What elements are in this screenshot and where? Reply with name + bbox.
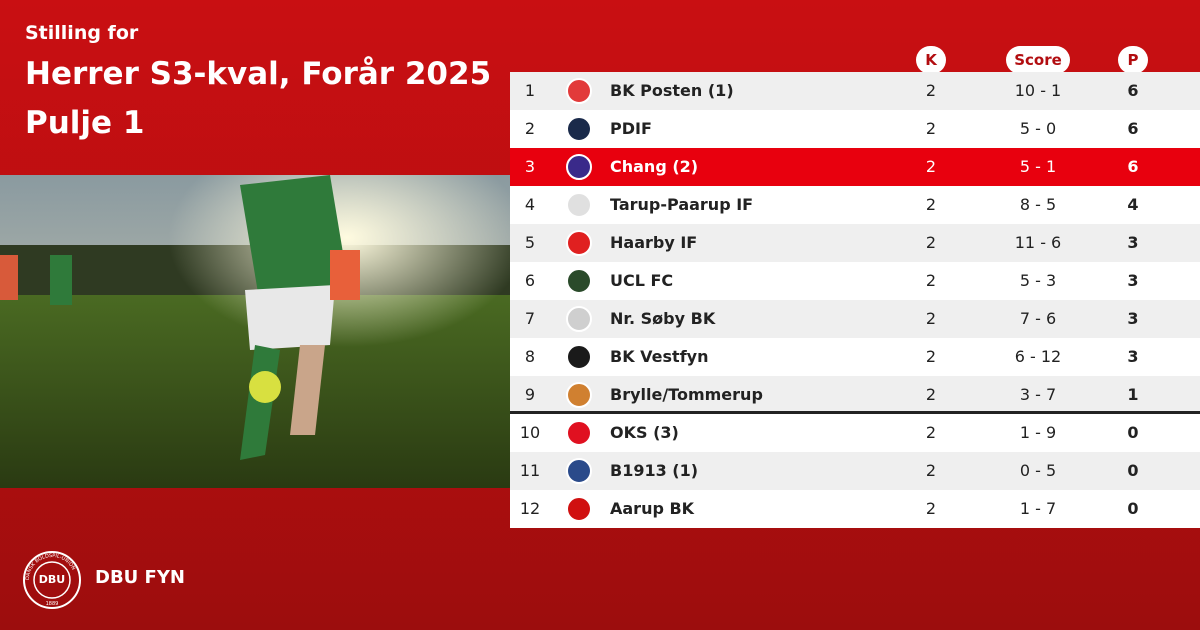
matches: 2 bbox=[925, 423, 937, 442]
table-row: 12 Aarup BK 2 1 - 7 0 bbox=[510, 490, 1200, 528]
rank: 11 bbox=[519, 461, 541, 480]
rank: 9 bbox=[524, 385, 536, 404]
score: 1 - 9 bbox=[1019, 423, 1057, 442]
team-logo bbox=[566, 268, 592, 294]
team-name: BK Posten (1) bbox=[610, 81, 734, 100]
photo bbox=[0, 175, 510, 488]
score: 8 - 5 bbox=[1019, 195, 1057, 214]
team-logo bbox=[566, 78, 592, 104]
matches: 2 bbox=[925, 157, 937, 176]
table-row: 11 B1913 (1) 2 0 - 5 0 bbox=[510, 452, 1200, 490]
matches: 2 bbox=[925, 81, 937, 100]
team-name: Tarup-Paarup IF bbox=[610, 195, 754, 214]
team-name: PDIF bbox=[610, 119, 652, 138]
matches: 2 bbox=[925, 347, 937, 366]
team-name: B1913 (1) bbox=[610, 461, 699, 480]
team-logo bbox=[566, 192, 592, 218]
score: 3 - 7 bbox=[1019, 385, 1057, 404]
team-logo bbox=[566, 420, 592, 446]
team-name: Haarby IF bbox=[610, 233, 698, 252]
team-logo bbox=[566, 344, 592, 370]
table-row: 10 OKS (3) 2 1 - 9 0 bbox=[510, 414, 1200, 452]
rank: 3 bbox=[524, 157, 536, 176]
matches: 2 bbox=[925, 195, 937, 214]
team-logo bbox=[566, 382, 592, 408]
logo-text: DBU bbox=[39, 573, 65, 586]
team-name: Chang (2) bbox=[610, 157, 699, 176]
team-logo bbox=[566, 496, 592, 522]
rank: 2 bbox=[524, 119, 536, 138]
team-logo bbox=[566, 154, 592, 180]
team-logo bbox=[566, 306, 592, 332]
table-row: 2 PDIF 2 5 - 0 6 bbox=[510, 110, 1200, 148]
score: 7 - 6 bbox=[1019, 309, 1057, 328]
table-row: 9 Brylle/Tommerup 2 3 - 7 1 bbox=[510, 376, 1200, 414]
points: 1 bbox=[1127, 385, 1139, 404]
matches: 2 bbox=[925, 233, 937, 252]
kicker: Stilling for bbox=[25, 22, 139, 44]
rank: 7 bbox=[524, 309, 536, 328]
matches: 2 bbox=[925, 385, 937, 404]
dbu-logo: DANSK BOLDSPIL-UNION DBU 1889 bbox=[23, 551, 81, 609]
rank: 1 bbox=[524, 81, 536, 100]
points: 6 bbox=[1127, 81, 1139, 100]
rank: 5 bbox=[524, 233, 536, 252]
rank: 10 bbox=[519, 423, 541, 442]
points: 0 bbox=[1127, 499, 1139, 518]
table-row: 7 Nr. Søby BK 2 7 - 6 3 bbox=[510, 300, 1200, 338]
matches: 2 bbox=[925, 309, 937, 328]
table-row: 3 Chang (2) 2 5 - 1 6 bbox=[510, 148, 1200, 186]
points: 4 bbox=[1127, 195, 1139, 214]
points: 3 bbox=[1127, 233, 1139, 252]
standings-table: 1 BK Posten (1) 2 10 - 1 6 2 PDIF 2 5 - 0 6 3 Chang… bbox=[510, 72, 1200, 528]
rank: 6 bbox=[524, 271, 536, 290]
table-row: 4 Tarup-Paarup IF 2 8 - 5 4 bbox=[510, 186, 1200, 224]
team-name: BK Vestfyn bbox=[610, 347, 709, 366]
rank: 12 bbox=[519, 499, 541, 518]
column-header: K bbox=[916, 46, 946, 74]
points: 3 bbox=[1127, 309, 1139, 328]
score: 0 - 5 bbox=[1019, 461, 1057, 480]
brand: DBU FYN bbox=[95, 567, 185, 588]
points: 6 bbox=[1127, 119, 1139, 138]
points: 0 bbox=[1127, 423, 1139, 442]
logo-year: 1889 bbox=[46, 601, 59, 607]
points: 3 bbox=[1127, 347, 1139, 366]
table-row: 6 UCL FC 2 5 - 3 3 bbox=[510, 262, 1200, 300]
score: 1 - 7 bbox=[1019, 499, 1057, 518]
score: 10 - 1 bbox=[1014, 81, 1062, 100]
team-name: UCL FC bbox=[610, 271, 674, 290]
matches: 2 bbox=[925, 119, 937, 138]
score: 6 - 12 bbox=[1014, 347, 1062, 366]
points: 3 bbox=[1127, 271, 1139, 290]
team-name: Nr. Søby BK bbox=[610, 309, 716, 328]
column-header: Score bbox=[1006, 46, 1070, 74]
score: 11 - 6 bbox=[1014, 233, 1062, 252]
table-row: 1 BK Posten (1) 2 10 - 1 6 bbox=[510, 72, 1200, 110]
table-row: 5 Haarby IF 2 11 - 6 3 bbox=[510, 224, 1200, 262]
team-name: Brylle/Tommerup bbox=[610, 385, 763, 404]
team-logo bbox=[566, 116, 592, 142]
points: 0 bbox=[1127, 461, 1139, 480]
column-header: P bbox=[1118, 46, 1148, 74]
subtitle: Pulje 1 bbox=[25, 105, 145, 141]
team-name: OKS (3) bbox=[610, 423, 679, 442]
matches: 2 bbox=[925, 499, 937, 518]
score: 5 - 1 bbox=[1019, 157, 1057, 176]
team-name: Aarup BK bbox=[610, 499, 695, 518]
rank: 4 bbox=[524, 195, 536, 214]
title: Herrer S3-kval, Forår 2025 bbox=[25, 56, 492, 92]
matches: 2 bbox=[925, 271, 937, 290]
table-row: 8 BK Vestfyn 2 6 - 12 3 bbox=[510, 338, 1200, 376]
matches: 2 bbox=[925, 461, 937, 480]
team-logo bbox=[566, 458, 592, 484]
score: 5 - 0 bbox=[1019, 119, 1057, 138]
rank: 8 bbox=[524, 347, 536, 366]
team-logo bbox=[566, 230, 592, 256]
score: 5 - 3 bbox=[1019, 271, 1057, 290]
points: 6 bbox=[1127, 157, 1139, 176]
